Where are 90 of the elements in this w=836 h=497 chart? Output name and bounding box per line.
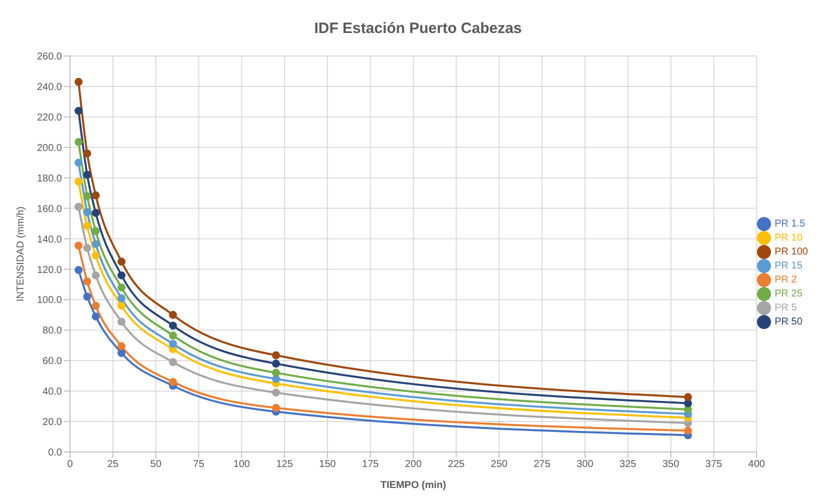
point — [83, 192, 92, 200]
y-axis-title: INTENSIDAD (mm/h) — [16, 206, 27, 302]
point — [74, 242, 83, 250]
point — [118, 349, 126, 357]
x-tick-label: 50 — [150, 459, 162, 470]
point — [83, 149, 92, 158]
point — [74, 202, 83, 211]
y-tick-label: 140.0 — [36, 234, 62, 246]
point — [168, 340, 177, 348]
point — [118, 271, 126, 280]
y-tick-label: 0.0 — [48, 448, 62, 459]
x-tick-label: 125 — [276, 459, 294, 470]
y-tick-label: 80.0 — [42, 326, 62, 337]
x-axis-title: TIEMPO (min) — [380, 480, 446, 491]
x-tick-label: 150 — [319, 459, 336, 470]
point — [83, 244, 92, 252]
point — [74, 266, 83, 274]
y-tick-label: 220.0 — [36, 112, 62, 124]
y-tick-label: 180.0 — [36, 173, 62, 184]
point — [92, 240, 100, 248]
x-tick-label: 300 — [576, 459, 594, 470]
y-tick-label: 240.0 — [36, 82, 62, 94]
legend-label: PR 2 — [774, 274, 797, 286]
point — [168, 310, 177, 319]
x-tick-label: 250 — [490, 459, 508, 470]
x-tick-label: 375 — [705, 459, 723, 470]
y-tick-label: 20.0 — [42, 417, 62, 428]
x-tick-label: 350 — [662, 459, 680, 470]
y-tick-label: 260.0 — [36, 52, 62, 63]
point — [684, 399, 692, 408]
point — [92, 271, 100, 280]
x-tick-label: 275 — [534, 459, 551, 470]
point — [83, 222, 92, 230]
y-tick-label: 100.0 — [36, 295, 62, 306]
y-tick-label: 200.0 — [36, 142, 62, 154]
point — [74, 138, 83, 146]
legend-label: PR 100 — [774, 246, 808, 258]
point — [74, 178, 83, 186]
point — [118, 302, 126, 310]
x-tick-label: 25 — [107, 459, 119, 470]
point — [92, 252, 100, 260]
point — [92, 227, 100, 236]
y-tick-label: 40.0 — [42, 386, 62, 398]
point — [272, 388, 280, 397]
point — [168, 322, 177, 330]
point — [118, 342, 126, 350]
point — [83, 292, 92, 301]
point — [74, 158, 83, 167]
x-tick-label: 100 — [233, 459, 250, 470]
point — [83, 277, 92, 286]
x-tick-label: 325 — [620, 459, 637, 470]
y-tick-label: 160.0 — [36, 204, 62, 215]
point — [168, 331, 177, 340]
point — [684, 393, 692, 402]
point — [272, 404, 280, 412]
point — [118, 294, 126, 302]
legend-label: PR 50 — [774, 316, 802, 328]
legend-label: PR 25 — [774, 288, 802, 300]
point — [74, 106, 83, 115]
y-tick-label: 60.0 — [42, 356, 62, 368]
x-tick-label: 175 — [362, 459, 380, 470]
point — [118, 318, 126, 326]
y-tick-label: 120.0 — [36, 264, 62, 276]
x-tick-label: 225 — [448, 459, 466, 470]
point — [74, 78, 83, 86]
legend-label: PR 10 — [774, 232, 802, 244]
chart-title: IDF Estación Puerto Cabezas — [313, 19, 523, 39]
legend-label: PR 15 — [774, 260, 802, 272]
point — [83, 208, 92, 216]
point — [83, 170, 92, 179]
x-tick-label: 400 — [748, 459, 766, 470]
point — [118, 258, 126, 266]
point — [272, 351, 280, 360]
point — [272, 360, 280, 368]
point — [168, 378, 177, 386]
point — [92, 208, 100, 217]
point — [684, 405, 692, 414]
point — [92, 302, 100, 310]
point — [272, 368, 280, 377]
point — [272, 374, 280, 383]
x-tick-label: 200 — [404, 459, 422, 470]
legend-label: PR 1.5 — [774, 218, 806, 230]
x-tick-label: 75 — [193, 459, 205, 470]
legend-label: PR 5 — [774, 302, 797, 314]
x-tick-label: 0 — [67, 459, 74, 470]
point — [118, 284, 126, 292]
point — [684, 426, 692, 435]
point — [168, 358, 177, 366]
point — [92, 312, 100, 320]
point — [92, 191, 100, 200]
